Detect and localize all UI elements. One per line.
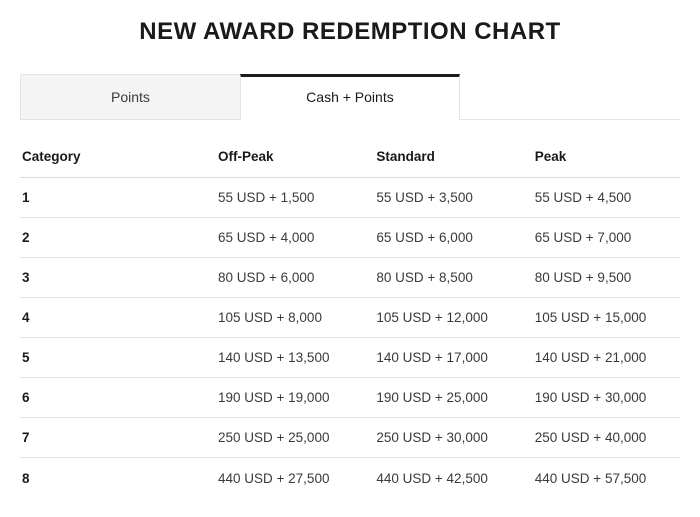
cell-standard: 190 USD + 25,000 — [376, 390, 534, 405]
page-title: NEW AWARD REDEMPTION CHART — [20, 18, 680, 46]
table-row: 8 440 USD + 27,500 440 USD + 42,500 440 … — [20, 458, 680, 498]
tab-points[interactable]: Points — [20, 74, 240, 120]
col-header-category: Category — [20, 149, 218, 164]
table-row: 4 105 USD + 8,000 105 USD + 12,000 105 U… — [20, 298, 680, 338]
cell-standard: 55 USD + 3,500 — [376, 190, 534, 205]
col-header-off-peak: Off-Peak — [218, 149, 376, 164]
cell-peak: 440 USD + 57,500 — [535, 471, 680, 486]
cell-off-peak: 140 USD + 13,500 — [218, 350, 376, 365]
cell-standard: 440 USD + 42,500 — [376, 471, 534, 486]
cell-off-peak: 105 USD + 8,000 — [218, 310, 376, 325]
table-row: 6 190 USD + 19,000 190 USD + 25,000 190 … — [20, 378, 680, 418]
cell-category: 3 — [20, 270, 218, 285]
cell-standard: 250 USD + 30,000 — [376, 430, 534, 445]
cell-peak: 250 USD + 40,000 — [535, 430, 680, 445]
col-header-standard: Standard — [376, 149, 534, 164]
table-row: 2 65 USD + 4,000 65 USD + 6,000 65 USD +… — [20, 218, 680, 258]
table-row: 5 140 USD + 13,500 140 USD + 17,000 140 … — [20, 338, 680, 378]
cell-off-peak: 55 USD + 1,500 — [218, 190, 376, 205]
cell-category: 7 — [20, 430, 218, 445]
cell-peak: 55 USD + 4,500 — [535, 190, 680, 205]
cell-standard: 140 USD + 17,000 — [376, 350, 534, 365]
cell-peak: 140 USD + 21,000 — [535, 350, 680, 365]
cell-category: 4 — [20, 310, 218, 325]
cell-off-peak: 250 USD + 25,000 — [218, 430, 376, 445]
table-row: 3 80 USD + 6,000 80 USD + 8,500 80 USD +… — [20, 258, 680, 298]
cell-category: 6 — [20, 390, 218, 405]
tabs: Points Cash + Points — [20, 74, 680, 120]
cell-peak: 190 USD + 30,000 — [535, 390, 680, 405]
cell-category: 5 — [20, 350, 218, 365]
cell-peak: 65 USD + 7,000 — [535, 230, 680, 245]
cell-standard: 105 USD + 12,000 — [376, 310, 534, 325]
redemption-chart-container: NEW AWARD REDEMPTION CHART Points Cash +… — [0, 0, 700, 498]
cell-category: 8 — [20, 471, 218, 486]
tab-cash-points[interactable]: Cash + Points — [240, 74, 460, 120]
cell-off-peak: 190 USD + 19,000 — [218, 390, 376, 405]
cell-category: 2 — [20, 230, 218, 245]
cell-category: 1 — [20, 190, 218, 205]
cell-standard: 80 USD + 8,500 — [376, 270, 534, 285]
cell-off-peak: 80 USD + 6,000 — [218, 270, 376, 285]
redemption-table: Category Off-Peak Standard Peak 1 55 USD… — [20, 138, 680, 498]
table-row: 7 250 USD + 25,000 250 USD + 30,000 250 … — [20, 418, 680, 458]
cell-peak: 80 USD + 9,500 — [535, 270, 680, 285]
col-header-peak: Peak — [535, 149, 680, 164]
cell-off-peak: 65 USD + 4,000 — [218, 230, 376, 245]
table-header-row: Category Off-Peak Standard Peak — [20, 138, 680, 178]
cell-off-peak: 440 USD + 27,500 — [218, 471, 376, 486]
tab-spacer — [460, 74, 680, 120]
table-row: 1 55 USD + 1,500 55 USD + 3,500 55 USD +… — [20, 178, 680, 218]
cell-peak: 105 USD + 15,000 — [535, 310, 680, 325]
cell-standard: 65 USD + 6,000 — [376, 230, 534, 245]
